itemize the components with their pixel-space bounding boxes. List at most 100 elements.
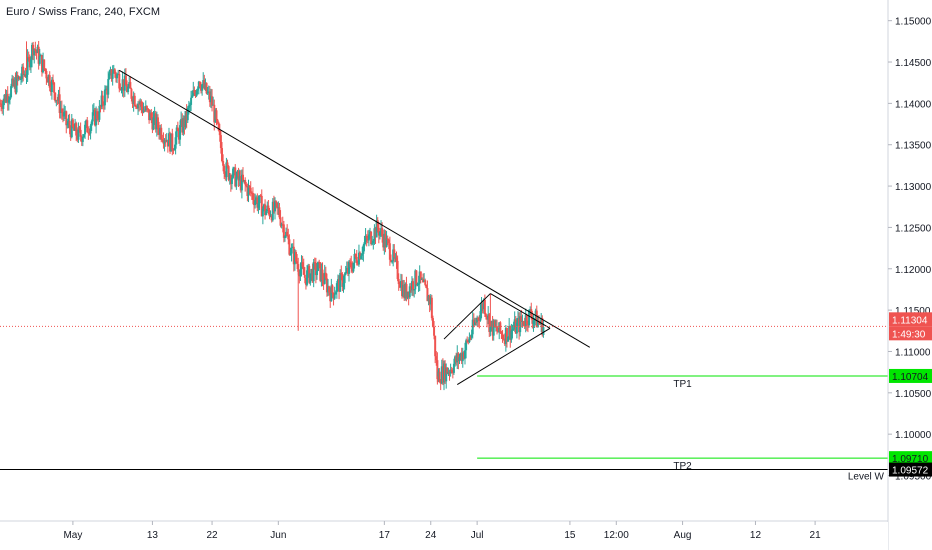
candle-body: [14, 80, 17, 93]
candle-body: [289, 253, 292, 255]
level-w-tag: [889, 462, 932, 477]
candle-body: [174, 137, 177, 149]
candle-body: [514, 319, 517, 334]
candle-body: [101, 95, 104, 105]
candle-body: [278, 207, 281, 218]
candle-body: [399, 281, 402, 288]
pattern-upper-line: [443, 293, 491, 340]
candle-body: [406, 291, 409, 298]
candle-body: [204, 82, 207, 89]
candle-body: [78, 127, 81, 130]
candle-body: [270, 215, 273, 221]
candle-body: [511, 329, 514, 331]
tp1-tag-label: 1.10704: [892, 372, 929, 383]
candle-body: [23, 74, 26, 76]
candle-body: [131, 98, 134, 104]
x-tick-label: 12: [750, 530, 762, 541]
candle-body: [319, 262, 322, 281]
candle-body: [256, 197, 259, 208]
x-tick-label: May: [63, 530, 82, 541]
candle-body: [445, 367, 448, 382]
y-tick-label: 1.14000: [895, 99, 932, 110]
candle-body: [475, 321, 478, 323]
candle-body: [182, 118, 185, 133]
candle-body: [237, 171, 240, 181]
candle-body: [209, 96, 212, 103]
candle-body: [512, 328, 515, 330]
candle-body: [285, 231, 288, 237]
candle-body: [225, 162, 228, 178]
candle-body: [152, 117, 155, 130]
candle-body: [34, 48, 37, 51]
candle-body: [385, 238, 388, 247]
candle-body: [129, 82, 132, 89]
candle-body: [123, 75, 126, 91]
candle-body: [335, 283, 338, 293]
candle-body: [434, 335, 437, 357]
x-tick-label: Aug: [674, 530, 692, 541]
candle-body: [500, 332, 503, 334]
candle-body: [300, 262, 303, 270]
candle-body: [200, 87, 203, 91]
pattern-close-line: [490, 293, 551, 329]
candle-body: [304, 277, 307, 285]
candle-body: [113, 69, 116, 74]
candle-body: [24, 74, 27, 77]
candle-body: [293, 252, 296, 265]
candle-body: [403, 284, 406, 299]
candle-body: [395, 257, 398, 261]
x-tick-label: Jul: [471, 530, 484, 541]
x-tick-label: 12:00: [604, 530, 629, 541]
candle-body: [92, 109, 95, 113]
candle-body: [509, 326, 512, 340]
candle-body: [438, 371, 441, 383]
descending-trendline: [119, 69, 591, 348]
candle-body: [386, 238, 389, 241]
candle-body: [281, 224, 284, 226]
candle-body: [262, 204, 265, 209]
y-tick-label: 1.13500: [895, 141, 932, 152]
candle-body: [470, 334, 473, 338]
candle-body: [171, 133, 174, 151]
candle-body: [216, 119, 219, 123]
candle-body: [476, 317, 479, 323]
candle-body: [84, 124, 87, 135]
candle-body: [407, 291, 410, 298]
candle-body: [457, 353, 460, 362]
candle-body: [466, 340, 469, 342]
candle-body: [25, 74, 28, 77]
candle-body: [373, 228, 376, 241]
candle-body: [396, 260, 399, 280]
candle-body: [184, 110, 187, 127]
candle-body: [382, 236, 385, 248]
candle-body: [357, 252, 360, 265]
candle-body: [267, 205, 270, 211]
candle-body: [265, 211, 268, 216]
candle-body: [340, 273, 343, 275]
candle-body: [203, 80, 206, 89]
candle-body: [283, 236, 286, 238]
candle-body: [221, 148, 223, 162]
candle-body: [248, 186, 251, 188]
candle-body: [175, 127, 178, 138]
candle-body: [433, 326, 436, 336]
candle-body: [413, 289, 416, 291]
candle-body: [317, 261, 320, 271]
candle-body: [366, 238, 369, 241]
candle-body: [167, 133, 170, 147]
candle-body: [61, 112, 64, 117]
candle-body: [397, 279, 400, 285]
candle-body: [507, 337, 510, 342]
candle-body: [67, 121, 70, 124]
candle-body: [4, 94, 7, 102]
candle-body: [535, 310, 538, 328]
candle-body: [158, 128, 161, 135]
candle-body: [301, 262, 304, 267]
candle-body: [346, 267, 349, 274]
candle-body: [68, 121, 71, 129]
candle-body: [226, 162, 229, 167]
candle-body: [264, 204, 267, 216]
candle-body: [53, 82, 56, 93]
